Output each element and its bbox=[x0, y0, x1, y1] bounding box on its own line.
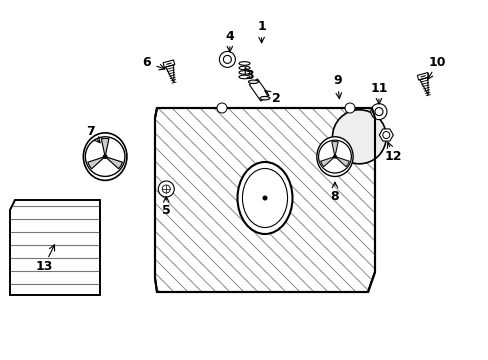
Circle shape bbox=[85, 137, 124, 176]
Polygon shape bbox=[334, 157, 348, 167]
Polygon shape bbox=[101, 138, 109, 157]
Ellipse shape bbox=[237, 162, 292, 234]
Polygon shape bbox=[155, 108, 374, 292]
Circle shape bbox=[102, 154, 107, 159]
PathPatch shape bbox=[155, 108, 374, 292]
Polygon shape bbox=[246, 198, 264, 211]
Ellipse shape bbox=[248, 80, 258, 84]
Ellipse shape bbox=[242, 168, 287, 228]
Polygon shape bbox=[163, 60, 174, 67]
Ellipse shape bbox=[316, 137, 352, 176]
Polygon shape bbox=[331, 141, 337, 157]
Text: 7: 7 bbox=[86, 125, 95, 138]
Polygon shape bbox=[261, 179, 268, 198]
Circle shape bbox=[318, 140, 351, 173]
Polygon shape bbox=[10, 200, 100, 295]
Polygon shape bbox=[264, 198, 283, 211]
Text: 13: 13 bbox=[35, 260, 53, 273]
Text: 6: 6 bbox=[142, 57, 151, 69]
Ellipse shape bbox=[83, 133, 127, 180]
Polygon shape bbox=[105, 157, 122, 169]
Ellipse shape bbox=[332, 110, 386, 164]
Circle shape bbox=[345, 103, 354, 113]
Circle shape bbox=[370, 104, 386, 120]
Text: 3: 3 bbox=[244, 69, 253, 82]
Text: 10: 10 bbox=[428, 57, 446, 69]
Text: 12: 12 bbox=[384, 150, 402, 163]
Polygon shape bbox=[419, 78, 427, 95]
Polygon shape bbox=[320, 157, 334, 167]
Polygon shape bbox=[165, 65, 174, 83]
Text: 9: 9 bbox=[332, 75, 341, 87]
Text: 1: 1 bbox=[257, 21, 265, 33]
Text: 5: 5 bbox=[162, 204, 170, 217]
Circle shape bbox=[244, 177, 285, 219]
PathPatch shape bbox=[10, 200, 100, 295]
Circle shape bbox=[217, 103, 226, 113]
Text: 8: 8 bbox=[330, 190, 339, 203]
Polygon shape bbox=[417, 73, 428, 80]
Circle shape bbox=[262, 195, 267, 201]
Text: 11: 11 bbox=[369, 82, 387, 95]
Circle shape bbox=[158, 181, 174, 197]
Text: 4: 4 bbox=[225, 30, 234, 42]
Circle shape bbox=[219, 51, 235, 67]
Polygon shape bbox=[379, 129, 392, 141]
Ellipse shape bbox=[260, 96, 269, 100]
Polygon shape bbox=[249, 79, 268, 101]
Text: 2: 2 bbox=[271, 93, 280, 105]
Circle shape bbox=[332, 155, 336, 158]
Polygon shape bbox=[88, 157, 105, 169]
